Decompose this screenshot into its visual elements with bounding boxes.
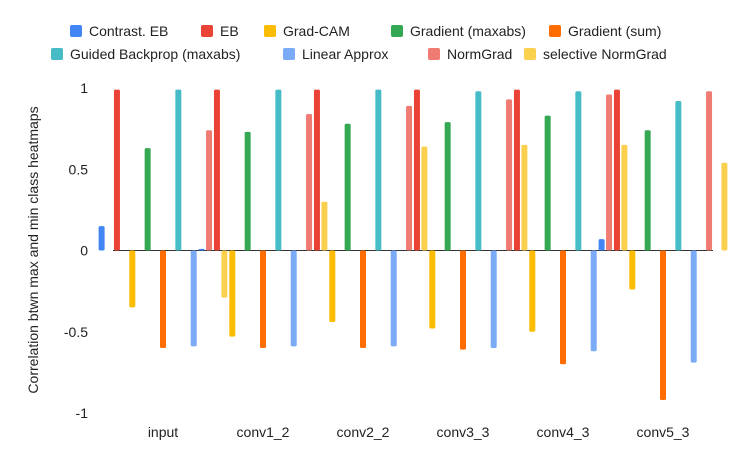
x-axis: input conv1_2 conv2_2 conv3_3 conv4_3 conv5_3 (148, 424, 690, 440)
legend-swatch (70, 25, 82, 37)
bar (575, 91, 582, 251)
legend-swatch (264, 25, 276, 37)
bar (621, 144, 628, 251)
legend: Contrast. EB EB Grad-CAM Gradient (maxabs) G… (51, 23, 667, 62)
bar (344, 123, 351, 251)
bar (190, 250, 197, 347)
legend-label: Linear Approx (302, 46, 388, 62)
bar (229, 250, 236, 337)
x-tick-label: input (148, 424, 178, 440)
bar (460, 250, 466, 350)
legend-swatch (201, 25, 213, 37)
bar (475, 91, 482, 251)
bar (113, 89, 120, 251)
bar (421, 146, 428, 251)
bar (444, 122, 451, 251)
legend-swatch (51, 48, 63, 60)
bar (206, 130, 213, 251)
bar (306, 114, 313, 251)
legend-label: Contrast. EB (89, 23, 168, 39)
legend-label: NormGrad (447, 46, 512, 62)
bar (660, 250, 666, 400)
y-tick-label: 1 (80, 80, 88, 96)
bar (260, 250, 266, 348)
y-axis: 1 0.5 0 -0.5 -1 (64, 80, 713, 421)
x-tick-label: conv1_2 (237, 424, 290, 440)
bar (275, 89, 282, 251)
bar (313, 89, 320, 251)
bar (629, 250, 636, 290)
legend-swatch (391, 25, 403, 37)
legend-swatch (428, 48, 440, 60)
bar (406, 105, 413, 251)
y-tick-label: -0.5 (64, 324, 88, 340)
bar (529, 250, 536, 332)
bar (198, 248, 205, 251)
legend-swatch (524, 48, 536, 60)
bar (598, 239, 605, 251)
x-tick-label: conv3_3 (437, 424, 490, 440)
y-tick-label: 0 (80, 243, 88, 259)
y-tick-label: -1 (76, 405, 89, 421)
legend-label: EB (220, 23, 239, 39)
legend-label: Guided Backprop (maxabs) (70, 46, 240, 62)
bar (413, 89, 420, 251)
bar (613, 89, 620, 251)
bar (590, 250, 597, 352)
legend-label: Grad-CAM (283, 23, 350, 39)
bar (429, 250, 436, 329)
bar (721, 162, 728, 251)
bars (98, 89, 728, 400)
bar (644, 130, 651, 251)
bar (213, 89, 220, 251)
bar (98, 226, 105, 251)
bar (175, 89, 182, 251)
bar (521, 144, 528, 251)
bar (490, 250, 497, 348)
bar (221, 250, 228, 298)
bar (375, 89, 382, 251)
legend-swatch (549, 25, 561, 37)
bar (706, 91, 713, 251)
bar (675, 101, 682, 251)
bar (606, 94, 613, 251)
bar (329, 250, 336, 322)
legend-label: selective NormGrad (543, 46, 667, 62)
x-tick-label: conv5_3 (637, 424, 690, 440)
bar (560, 250, 566, 365)
bar (360, 250, 366, 348)
x-tick-label: conv2_2 (337, 424, 390, 440)
y-axis-label: Correlation btwn max and min class heatm… (25, 106, 41, 393)
y-tick-label: 0.5 (69, 161, 89, 177)
bar (160, 250, 166, 348)
bar (321, 201, 328, 251)
legend-label: Gradient (sum) (568, 23, 661, 39)
x-tick-label: conv4_3 (537, 424, 590, 440)
legend-swatch (283, 48, 295, 60)
bar (144, 148, 151, 251)
bar (129, 250, 136, 308)
bar (506, 99, 513, 251)
bar (544, 115, 551, 251)
bar (390, 250, 397, 347)
bar (513, 89, 520, 251)
legend-label: Gradient (maxabs) (410, 23, 526, 39)
bar (690, 250, 697, 363)
bar (290, 250, 297, 347)
bar (244, 131, 251, 251)
